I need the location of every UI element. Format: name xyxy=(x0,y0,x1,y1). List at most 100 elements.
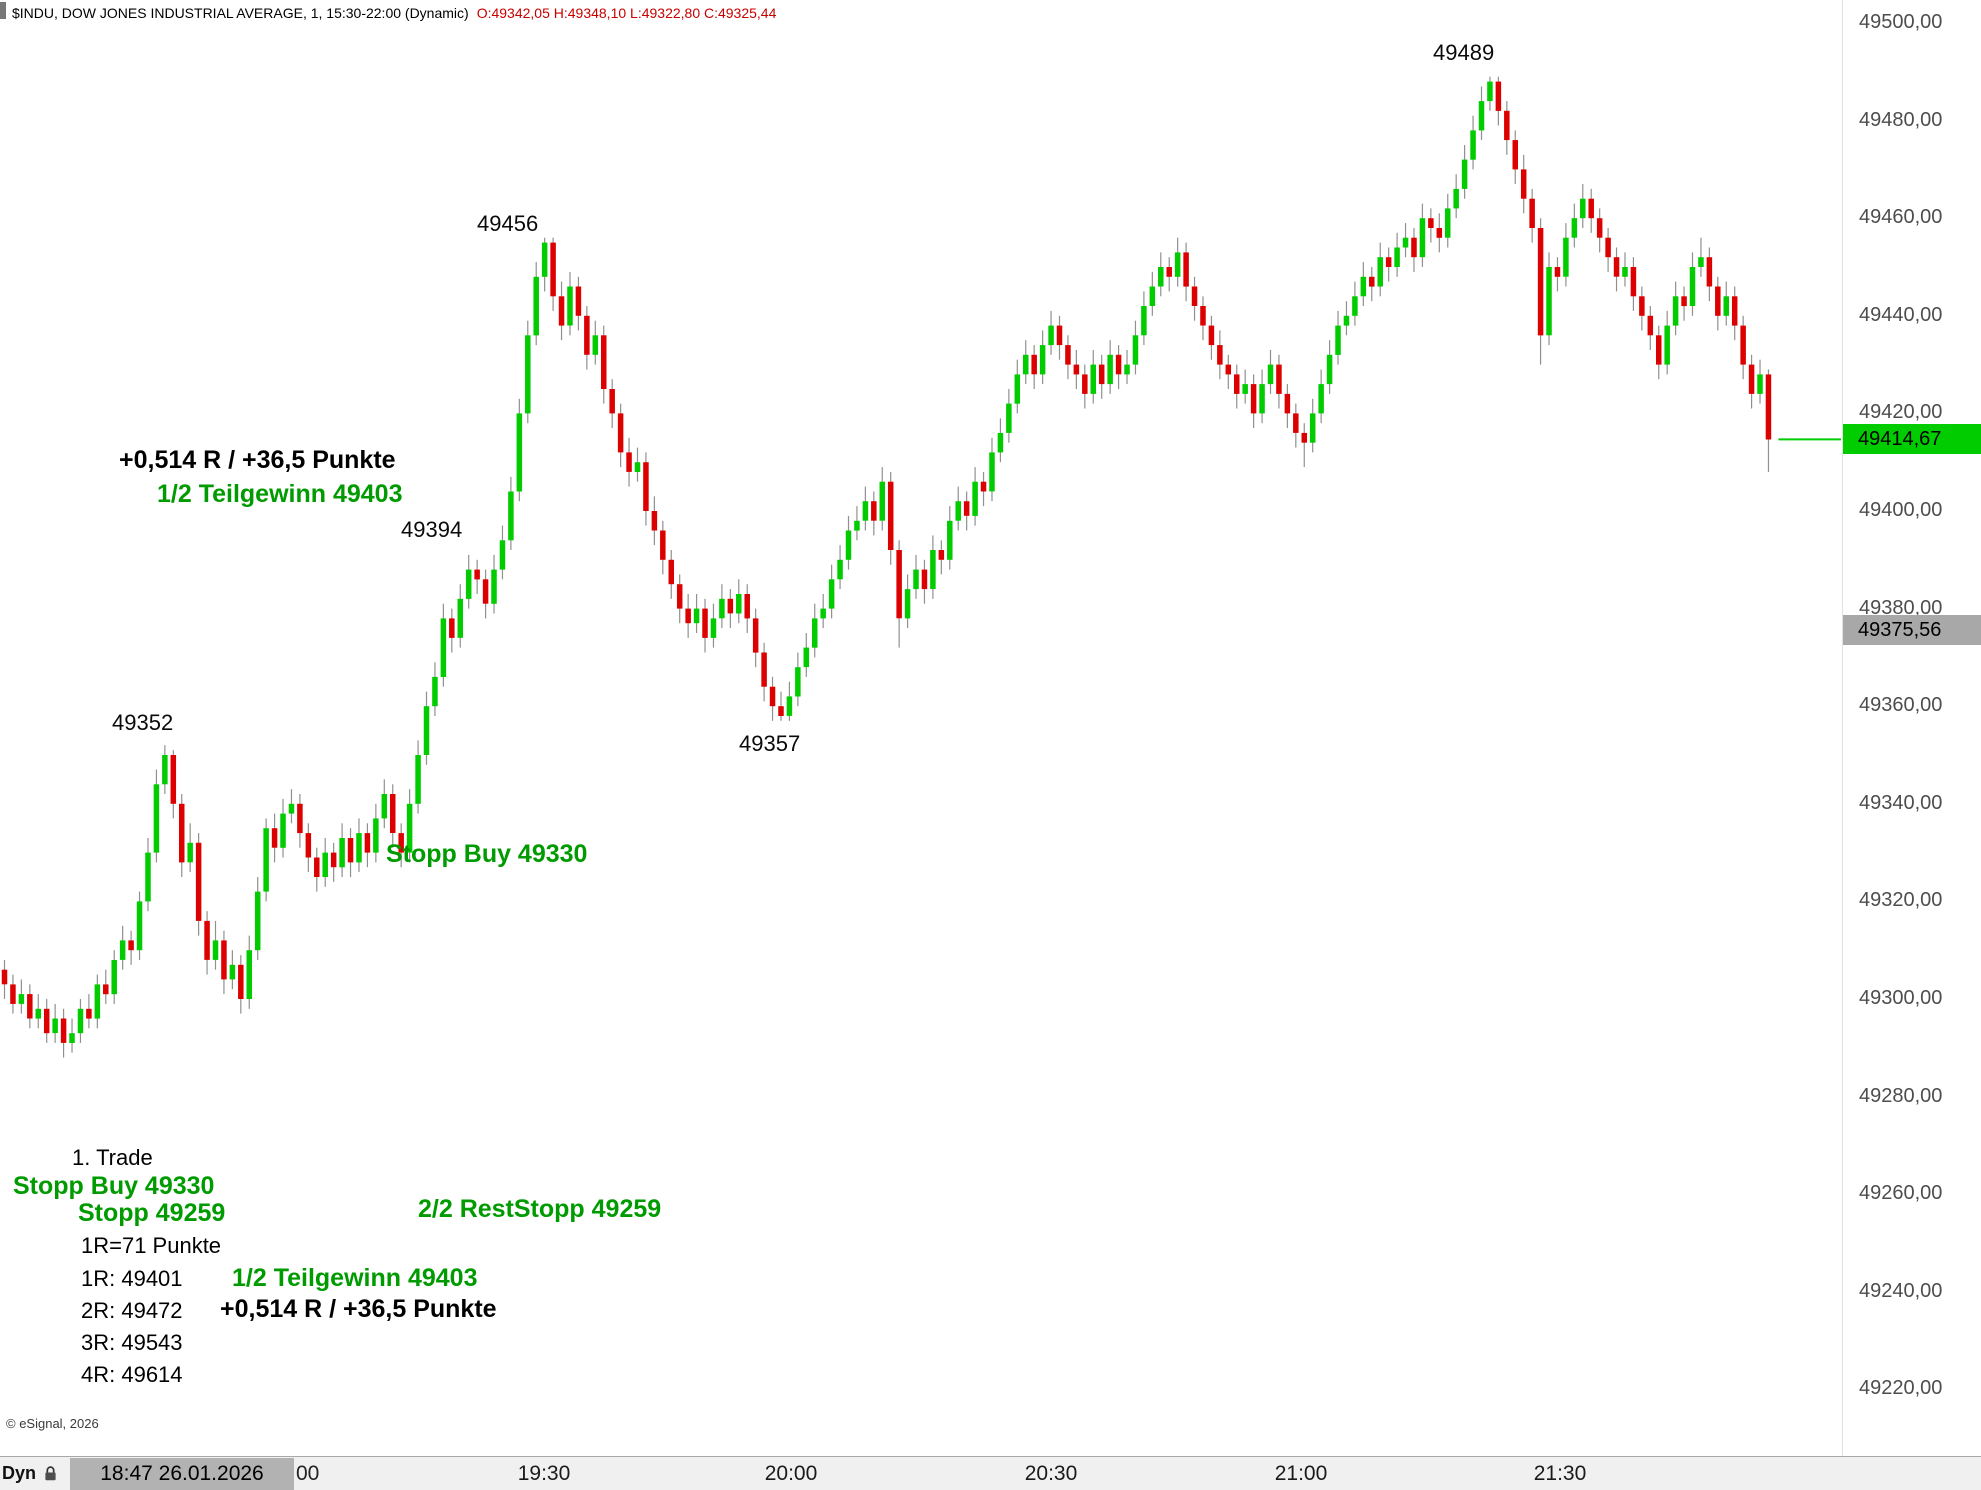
rest-stopp-annotation[interactable]: 2/2 RestStopp 49259 xyxy=(418,1195,662,1223)
candle-body xyxy=(1225,364,1232,375)
candle-body xyxy=(86,1008,92,1019)
candle-body xyxy=(516,413,523,492)
candle-body xyxy=(43,1008,50,1034)
trade-number-label[interactable]: 1. Trade xyxy=(72,1145,153,1170)
candle-body xyxy=(1664,325,1670,365)
candle-body xyxy=(389,794,396,833)
candle-body xyxy=(803,647,810,668)
candle-body xyxy=(1301,432,1308,443)
swing-label-49456[interactable]: 49456 xyxy=(477,211,539,236)
candle-body xyxy=(1259,384,1265,414)
candle-body xyxy=(1132,335,1139,365)
candle-body xyxy=(1242,384,1248,394)
candle-body xyxy=(744,594,750,619)
price-axis-label: 49500,00 xyxy=(1859,11,1943,33)
candle-body xyxy=(415,755,421,804)
candle-body xyxy=(1453,188,1459,209)
time-axis-label: 21:00 xyxy=(1274,1462,1328,1485)
candle-body xyxy=(229,964,236,980)
candle-body xyxy=(128,940,134,951)
candle-body xyxy=(398,833,404,853)
candle-body xyxy=(1031,354,1037,375)
price-axis[interactable]: 49500,00 49480,00 49460,00 49440,00 49420,00… xyxy=(1842,0,1981,1456)
teilgewinn-annotation[interactable]: 1/2 Teilgewinn 49403 xyxy=(157,480,403,508)
candle-body xyxy=(1343,315,1350,326)
stopp-buy-annotation[interactable]: Stopp Buy 49330 xyxy=(386,840,588,868)
candle-body xyxy=(1293,413,1299,433)
r1-level-label[interactable]: 1R: 49401 xyxy=(81,1266,183,1291)
candle-body xyxy=(1233,374,1240,394)
candle-body xyxy=(1394,247,1400,267)
candle-body xyxy=(10,984,16,1004)
price-axis-label: 49240,00 xyxy=(1859,1279,1943,1302)
stopp-annotation[interactable]: Stopp 49259 xyxy=(78,1199,226,1227)
candle-body xyxy=(651,511,658,531)
result-annotation[interactable]: +0,514 R / +36,5 Punkte xyxy=(119,446,396,474)
candle-body xyxy=(1115,354,1122,375)
candle-body xyxy=(381,794,388,819)
r3-level-label[interactable]: 3R: 49543 xyxy=(81,1330,183,1355)
candle-body xyxy=(600,335,607,389)
price-axis-label: 49440,00 xyxy=(1859,303,1943,326)
candle-body xyxy=(778,706,784,716)
candle-body xyxy=(676,584,683,609)
candlestick-chart[interactable] xyxy=(0,0,1845,1456)
swing-label-49352[interactable]: 49352 xyxy=(112,710,174,735)
candle-body xyxy=(254,891,261,951)
candle-body xyxy=(871,501,877,521)
candle-body xyxy=(1622,267,1628,277)
candle-body xyxy=(449,618,455,638)
r4-level-label[interactable]: 4R: 49614 xyxy=(81,1362,183,1387)
lock-icon[interactable] xyxy=(42,1465,59,1482)
candle-body xyxy=(69,1033,75,1043)
teilgewinn-annotation-2[interactable]: 1/2 Teilgewinn 49403 xyxy=(232,1264,478,1292)
time-axis-bar[interactable]: Dyn 18:47 26.01.2026 00 19:30 20:00 20:3… xyxy=(0,1456,1981,1490)
swing-label-49357[interactable]: 49357 xyxy=(739,731,801,756)
candle-body xyxy=(271,828,278,848)
candle-body xyxy=(879,481,886,521)
candle-body xyxy=(828,579,835,609)
candle-body xyxy=(1478,101,1485,131)
datetime-display[interactable]: 18:47 26.01.2026 xyxy=(70,1458,294,1490)
candle-body xyxy=(567,286,573,326)
candle-body xyxy=(811,618,818,648)
candle-body xyxy=(854,520,860,531)
candle-body xyxy=(347,838,354,863)
candle-body xyxy=(1512,140,1519,170)
swing-label-49489[interactable]: 49489 xyxy=(1433,40,1495,65)
candle-body xyxy=(1554,267,1561,277)
candle-body xyxy=(1546,267,1552,336)
r-size-label[interactable]: 1R=71 Punkte xyxy=(81,1233,222,1258)
candle-body xyxy=(94,984,101,1019)
candle-body xyxy=(913,569,919,590)
candle-body xyxy=(938,550,945,560)
swing-label-49394[interactable]: 49394 xyxy=(401,517,463,542)
candle-body xyxy=(989,452,995,492)
candle-body xyxy=(727,598,734,614)
candle-body xyxy=(862,501,869,521)
candle-body xyxy=(719,598,725,619)
candle-body xyxy=(474,569,480,580)
candle-body xyxy=(305,833,312,858)
candle-body xyxy=(111,960,117,995)
candle-body xyxy=(1056,325,1063,346)
r2-level-label[interactable]: 2R: 49472 xyxy=(81,1298,183,1323)
candle-body xyxy=(1520,169,1527,199)
stopp-buy-annotation-2[interactable]: Stopp Buy 49330 xyxy=(13,1172,215,1200)
price-axis-label: 49260,00 xyxy=(1859,1182,1943,1205)
candle-body xyxy=(27,994,33,1019)
candle-body xyxy=(1672,296,1679,326)
candle-body xyxy=(119,940,126,960)
candle-body xyxy=(710,618,717,638)
candle-body xyxy=(550,242,556,297)
result-annotation-2[interactable]: +0,514 R / +36,5 Punkte xyxy=(220,1295,497,1323)
candle-body xyxy=(533,276,539,336)
candle-body xyxy=(752,618,759,653)
candle-body xyxy=(60,1018,67,1043)
candle-body xyxy=(1706,257,1713,287)
candle-body xyxy=(584,315,590,355)
candle-body xyxy=(499,540,506,570)
dyn-button[interactable]: Dyn xyxy=(2,1463,37,1483)
candle-body xyxy=(541,242,548,277)
